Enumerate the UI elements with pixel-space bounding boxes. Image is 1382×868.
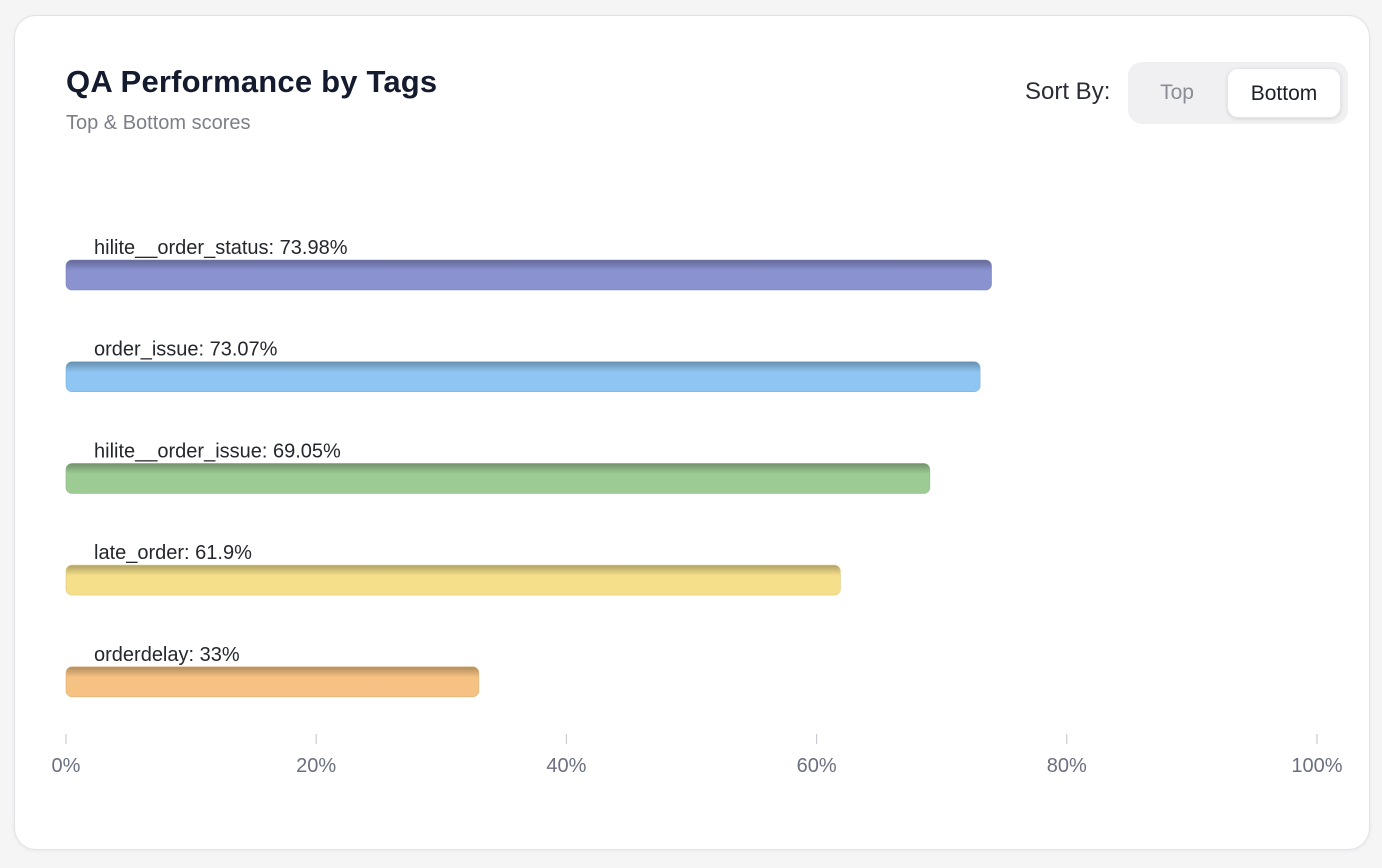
bar-hilite-order-status[interactable] [65,259,992,291]
sort-top-button[interactable]: Top [1160,81,1194,104]
x-axis-tick-label: 40% [546,755,586,777]
bar-label: orderdelay: 33% [94,644,240,666]
sort-bottom-button[interactable]: Bottom [1227,68,1341,118]
sort-toggle: Top Bottom [1128,62,1348,124]
x-axis-tick-label: 80% [1047,755,1087,777]
bar-label: hilite__order_status: 73.98% [94,237,348,259]
bar-hilite-order-issue[interactable] [65,463,931,494]
chart-card: QA Performance by Tags Top & Bottom scor… [14,15,1370,850]
x-axis-tick-label: 0% [52,755,81,777]
bar-late-order[interactable] [65,564,841,596]
x-axis-tick-label: 60% [797,755,837,777]
sort-by-label: Sort By: [1025,78,1111,105]
x-axis-tick-label: 100% [1291,755,1342,777]
bar-order-issue[interactable] [65,361,981,393]
bar-orderdelay[interactable] [65,666,480,698]
x-axis-tick-label: 20% [296,755,336,777]
bar-label: order_issue: 73.07% [94,339,278,361]
chart-title: QA Performance by Tags [66,64,438,99]
bar-label: hilite__order_issue: 69.05% [94,440,341,462]
bar-label: late_order: 61.9% [94,542,252,564]
chart-subtitle: Top & Bottom scores [66,112,251,134]
